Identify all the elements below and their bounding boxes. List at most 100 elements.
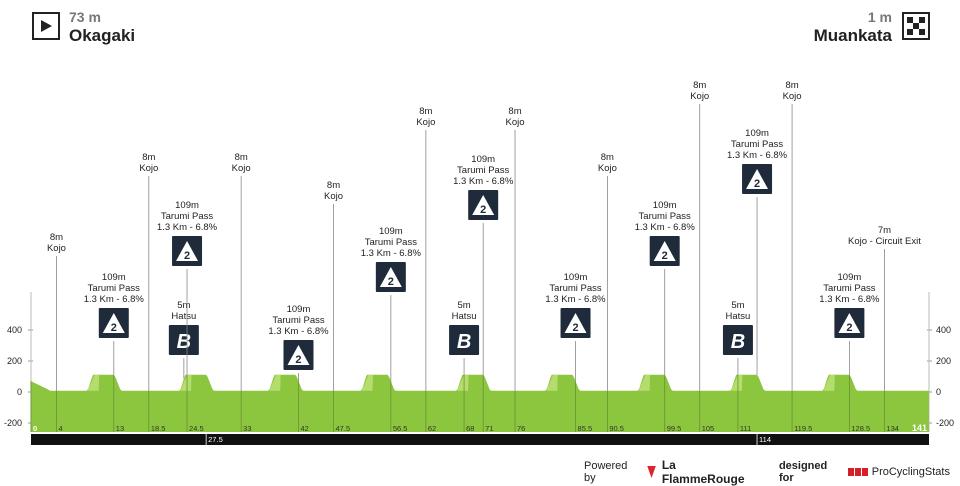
marker-label: Tarumi Pass — [88, 283, 141, 294]
climb-highlight — [546, 374, 558, 391]
stage-profile-chart: 400 400 200 200 0 0 -200 -200 0 4 13 18.5 24.5 33 42 47… — [4, 80, 954, 445]
distance-tick-label: 24.5 — [189, 424, 204, 433]
marker-label: 8m — [693, 80, 706, 91]
distance-tick-label: 71 — [485, 424, 493, 433]
distance-tick-label: 99.5 — [667, 424, 682, 433]
distance-bar-tick-label: 27.5 — [208, 435, 223, 444]
pcs-logo-icon — [847, 468, 869, 476]
y-axis-label-right: 400 — [936, 325, 951, 335]
distance-tick-label: 4 — [58, 424, 62, 433]
marker-label: Kojo — [506, 117, 525, 128]
y-axis-label-left: -200 — [4, 418, 22, 428]
marker-label: Tarumi Pass — [731, 139, 784, 150]
marker-label: 109m — [102, 272, 126, 283]
marker-label: Kojo — [47, 243, 66, 254]
checkered-flag-icon — [902, 12, 930, 40]
climb-highlight — [361, 374, 374, 391]
mountain-icon — [287, 345, 310, 365]
finish-altitude: 1 m — [867, 9, 892, 25]
marker-label: 8m — [785, 80, 798, 91]
marker-label: 109m — [379, 226, 403, 237]
mountain-icon — [176, 241, 199, 261]
badge-label: 2 — [111, 322, 117, 334]
marker-label: Kojo — [783, 91, 802, 102]
distance-tick-label: 105 — [702, 424, 715, 433]
finish-header: 1 m Muankata — [814, 10, 930, 44]
marker-label: 109m — [653, 200, 677, 211]
marker-label: 7m — [878, 225, 891, 236]
badge-label: 2 — [480, 204, 486, 216]
distance-tick-label: 85.5 — [578, 424, 593, 433]
marker-label: Tarumi Pass — [823, 283, 876, 294]
distance-tick-label: 128.5 — [851, 424, 870, 433]
mountain-icon — [472, 195, 495, 215]
designed-for-label: designed for — [778, 460, 828, 484]
badge-label: 2 — [846, 322, 852, 334]
marker-label: 8m — [235, 152, 248, 163]
brand-name: La FlammeRouge — [661, 458, 745, 486]
distance-tick-label: 18.5 — [151, 424, 166, 433]
marker-label: 8m — [327, 180, 340, 191]
mountain-icon — [102, 313, 125, 333]
badge-label: 2 — [754, 178, 760, 190]
y-axis-label-right: 0 — [936, 387, 941, 397]
badge-label: B — [457, 331, 471, 353]
distance-tick-label: 90.5 — [609, 424, 624, 433]
badge-label: 2 — [662, 250, 668, 262]
marker-label: Kojo — [232, 163, 251, 174]
marker-label: 109m — [471, 154, 495, 165]
marker-label: Kojo - Circuit Exit — [848, 236, 921, 247]
end-distance-label: 141 — [912, 423, 927, 433]
distance-tick-label: 47.5 — [336, 424, 351, 433]
distance-tick-label: 42 — [300, 424, 308, 433]
marker-label: 109m — [745, 128, 769, 139]
marker-label: Tarumi Pass — [272, 315, 325, 326]
marker-label: Hatsu — [452, 311, 477, 322]
climb-highlight — [87, 374, 100, 391]
climb-highlight — [823, 374, 835, 391]
distance-tick-label: 13 — [116, 424, 124, 433]
marker-label: Hatsu — [171, 311, 196, 322]
badge-label: B — [177, 331, 191, 353]
badge-label: B — [731, 331, 745, 353]
marker-label: 8m — [419, 106, 432, 117]
marker-label: 8m — [508, 106, 521, 117]
distance-tick-label: 111 — [740, 424, 751, 433]
marker-label: 109m — [175, 200, 199, 211]
marker-label: 5m — [457, 300, 470, 311]
badge-label: 2 — [184, 250, 190, 262]
marker-label: Kojo — [324, 191, 343, 202]
marker-label: 1.3 Km - 6.8% — [268, 326, 329, 337]
y-axis-label-right: -200 — [936, 418, 954, 428]
marker-label: 109m — [287, 304, 311, 315]
marker-label: 1.3 Km - 6.8% — [157, 222, 218, 233]
flammerouge-logo-icon — [647, 466, 656, 478]
marker-label: Kojo — [416, 117, 435, 128]
mountain-icon — [564, 313, 587, 333]
marker-label: Kojo — [598, 163, 617, 174]
marker-label: 109m — [838, 272, 862, 283]
powered-by-label: Powered by — [584, 460, 628, 484]
distance-bar-tick-label: 114 — [759, 435, 771, 444]
bonus-sprint-badge — [722, 325, 753, 355]
marker-label: 1.3 Km - 6.8% — [635, 222, 696, 233]
footer: Powered by La FlammeRouge designed for P… — [584, 458, 950, 486]
start-name: Okagaki — [69, 26, 136, 45]
distance-tick-label: 62 — [428, 424, 436, 433]
marker-label: Hatsu — [726, 311, 751, 322]
marker-label: 8m — [50, 232, 63, 243]
marker-label: 1.3 Km - 6.8% — [545, 294, 606, 305]
distance-tick-label: 56.5 — [393, 424, 408, 433]
badge-label: 2 — [572, 322, 578, 334]
start-altitude: 73 m — [69, 9, 101, 25]
bonus-sprint-badge — [168, 325, 199, 355]
start-header: 73 m Okagaki — [32, 10, 135, 44]
